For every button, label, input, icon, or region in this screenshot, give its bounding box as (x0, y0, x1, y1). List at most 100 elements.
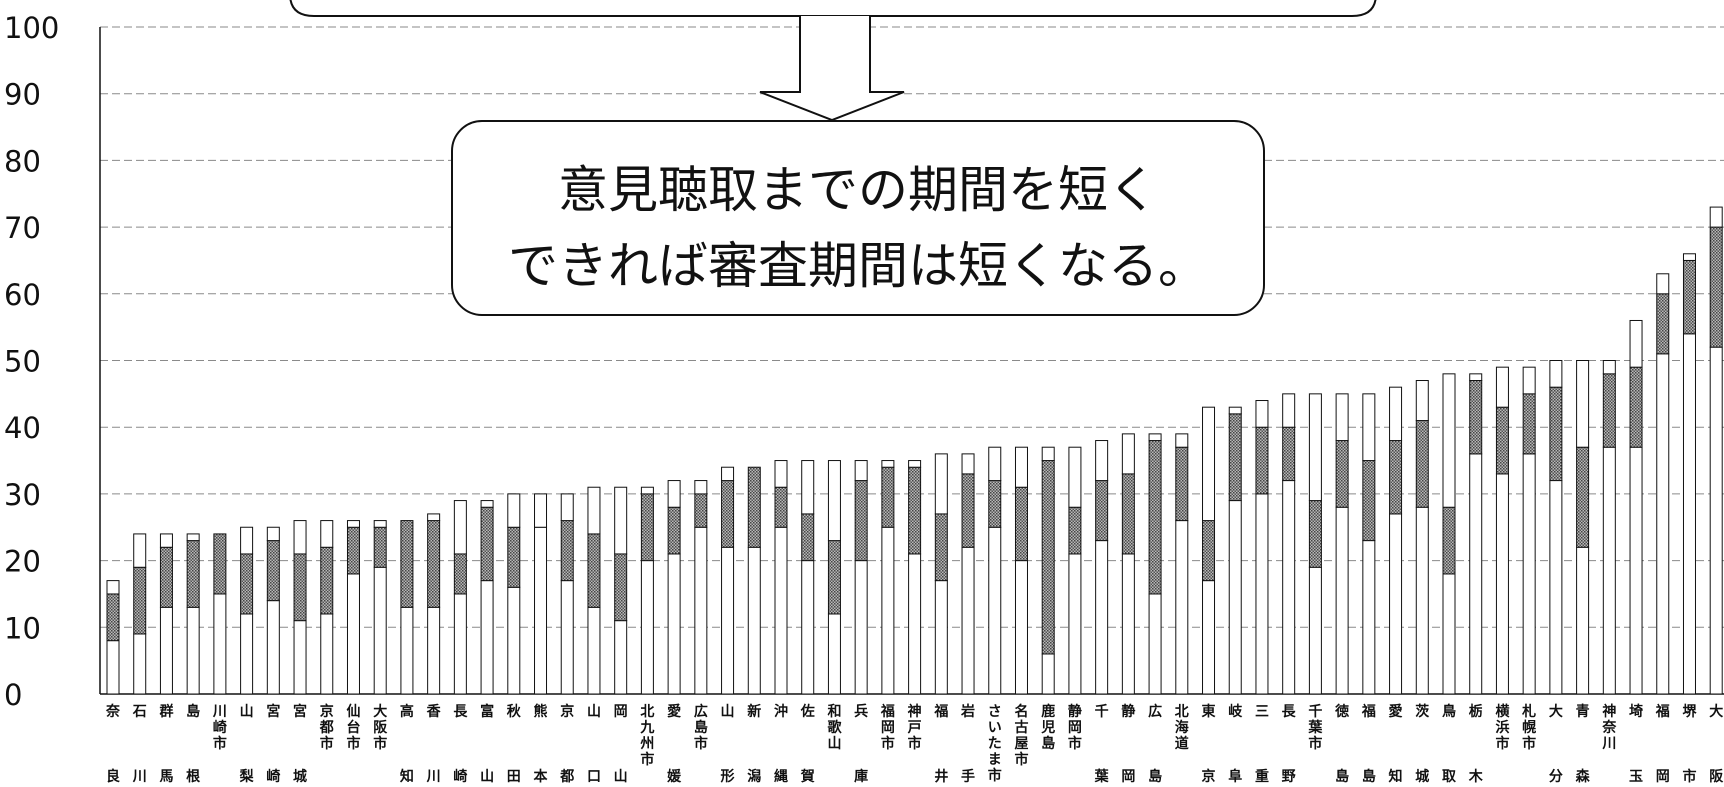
bar-segment-top (240, 526, 254, 555)
bar-segment-middle (1202, 520, 1216, 582)
bar-segment-middle (1469, 380, 1483, 455)
x-tick-label-char: 馬 (159, 769, 173, 785)
x-tick-label-char: 鹿 (1040, 703, 1055, 720)
bar-segment-top (1415, 380, 1429, 422)
x-tick-label-char: 川 (1601, 736, 1616, 752)
bar-segment-middle (400, 520, 414, 608)
x-tick-label-char: 千 (1095, 703, 1109, 720)
bar-segment-base (1095, 540, 1109, 695)
bar-segment-base (186, 606, 200, 695)
x-tick-label-char: い (988, 720, 1002, 736)
bar-segment-base (320, 613, 334, 695)
bar-segment-middle (801, 513, 815, 562)
bar-segment-top (1255, 400, 1269, 428)
bar-segment-middle (1522, 393, 1536, 455)
x-tick-label-char: 梨 (239, 768, 255, 785)
x-tick-label-char: 市 (908, 735, 922, 752)
x-tick-label-char: 山 (240, 704, 254, 720)
bar-segment-middle (1549, 386, 1563, 482)
bar-segment-base (1148, 593, 1162, 695)
bar-segment-top (1175, 433, 1189, 448)
x-tick-label-char: 広 (694, 703, 708, 720)
bar-segment-top (694, 480, 708, 495)
x-tick-label-char: 九 (639, 720, 654, 736)
x-tick-label-char: 京 (1202, 768, 1216, 785)
bar-segment-middle (694, 493, 708, 528)
x-tick-label-char: 山 (827, 736, 841, 752)
bar-segment-base (1255, 493, 1269, 695)
x-tick-label-char: 香 (426, 703, 442, 720)
x-tick-label-char: 広 (1148, 703, 1162, 720)
bar-segment-top (881, 460, 895, 468)
bar-segment-base (266, 600, 280, 695)
bar-segment-base (827, 613, 841, 695)
bar-segment-top (534, 493, 548, 528)
x-tick-label-char: 島 (1362, 768, 1376, 785)
x-tick-label-char: 市 (1682, 768, 1696, 785)
x-tick-label-char: 仙 (346, 703, 360, 720)
x-tick-label-char: 縄 (774, 768, 788, 785)
bar-segment-base (1202, 580, 1216, 695)
bar-segment-top (1442, 373, 1456, 508)
x-tick-label-char: 市 (1014, 751, 1028, 768)
x-tick-label-char: 秋 (507, 703, 522, 720)
x-tick-label-char: 根 (186, 768, 201, 785)
bar-segment-base (1415, 506, 1429, 695)
x-tick-label-char: 徳 (1334, 703, 1349, 720)
x-tick-label-char: 森 (1576, 768, 1591, 785)
x-tick-label-char: 岡 (614, 704, 628, 720)
x-tick-label-char: 北 (1175, 704, 1189, 720)
x-tick-label-char: 岡 (1068, 720, 1082, 736)
x-tick-label-char: 東 (1202, 703, 1216, 720)
x-tick-label-char: 岡 (881, 720, 895, 736)
bar-segment-base (801, 560, 815, 695)
bar-segment-top (507, 493, 521, 528)
bars (106, 206, 1723, 695)
x-tick-label-char: 阪 (1709, 769, 1724, 785)
bar-segment-middle (1442, 506, 1456, 575)
bar-segment-top (427, 513, 441, 522)
bar-segment-base (293, 620, 307, 695)
bar-segment-middle (1682, 259, 1696, 335)
x-tick-label-char: 崎 (266, 768, 280, 785)
bar-segment-top (159, 533, 173, 548)
x-tick-label-char: 京 (320, 703, 334, 720)
x-tick-label-char: 静 (1121, 703, 1135, 720)
bar-segment-base (1175, 520, 1189, 695)
bar-segment-middle (934, 513, 948, 582)
x-tick-label-char: 札 (1521, 703, 1536, 720)
bar-segment-base (614, 620, 628, 695)
x-tick-label-char: 奈 (105, 703, 121, 720)
bar-segment-base (1442, 573, 1456, 695)
x-tick-label-char: 宮 (293, 703, 307, 720)
bar-segment-top (480, 500, 494, 508)
bar-segment-top (373, 520, 387, 528)
bar-segment-top (1629, 319, 1643, 368)
x-tick-label-char: 台 (346, 719, 360, 736)
bar-segment-base (1014, 560, 1028, 695)
y-tick-label: 40 (4, 411, 41, 445)
x-tick-label-char: 市 (640, 751, 654, 768)
x-tick-label-char: 茨 (1415, 703, 1429, 720)
x-tick-label-char: 庫 (854, 768, 868, 785)
upper-callout-box (289, 0, 1377, 17)
x-tick-label-char: 城 (293, 768, 307, 785)
x-tick-label-char: 埼 (1629, 703, 1643, 720)
bar-segment-top (1308, 393, 1322, 502)
bar-segment-base (1068, 553, 1082, 695)
x-tick-label-char: 愛 (667, 703, 681, 720)
x-tick-label-char: 屋 (1014, 736, 1028, 752)
x-tick-label-char: 良 (106, 768, 120, 785)
x-tick-label-char: 道 (1175, 735, 1189, 752)
y-tick-label: 90 (4, 78, 41, 112)
bar-segment-middle (587, 533, 601, 608)
x-tick-label-char: 市 (1308, 735, 1322, 752)
bar-segment-top (186, 533, 200, 542)
x-tick-label-char: 市 (1495, 735, 1509, 752)
x-tick-label-char: 山 (587, 704, 601, 720)
bar-segment-middle (640, 493, 654, 562)
bar-segment-top (640, 486, 654, 495)
bar-segment-base (1362, 540, 1376, 695)
y-tick-label: 20 (4, 545, 41, 579)
bar-segment-middle (427, 520, 441, 608)
